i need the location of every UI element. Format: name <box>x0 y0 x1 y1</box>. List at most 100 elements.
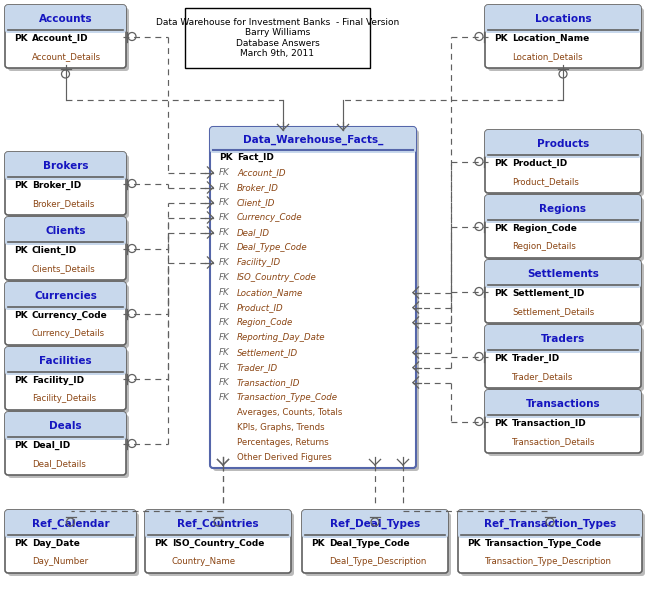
Text: FK: FK <box>219 213 230 222</box>
Text: Transaction_Type_Code: Transaction_Type_Code <box>237 393 338 402</box>
Text: FK: FK <box>219 168 230 177</box>
Text: FK: FK <box>219 348 230 357</box>
Text: Location_Name: Location_Name <box>512 34 589 43</box>
Text: Trader_Details: Trader_Details <box>512 372 574 381</box>
Text: Clients: Clients <box>46 226 86 236</box>
FancyBboxPatch shape <box>5 5 126 33</box>
FancyBboxPatch shape <box>5 412 126 440</box>
Text: Broker_Details: Broker_Details <box>32 199 94 208</box>
FancyBboxPatch shape <box>8 155 129 218</box>
Text: FK: FK <box>219 273 230 282</box>
Text: Location_Name: Location_Name <box>237 288 303 297</box>
Text: Client_ID: Client_ID <box>237 198 275 207</box>
Text: Day_Number: Day_Number <box>32 557 88 566</box>
Text: Ref_Calendar: Ref_Calendar <box>32 519 109 529</box>
Text: Currencies: Currencies <box>34 291 97 301</box>
FancyBboxPatch shape <box>145 510 291 538</box>
FancyBboxPatch shape <box>305 513 451 576</box>
FancyBboxPatch shape <box>485 195 641 223</box>
Text: FK: FK <box>219 198 230 207</box>
FancyBboxPatch shape <box>145 510 291 573</box>
Text: Deal_ID: Deal_ID <box>32 441 70 450</box>
Text: Currency_Code: Currency_Code <box>237 213 303 222</box>
FancyBboxPatch shape <box>8 415 129 478</box>
Text: Country_Name: Country_Name <box>172 557 236 566</box>
FancyBboxPatch shape <box>5 152 126 215</box>
Text: Transaction_ID: Transaction_ID <box>237 378 300 387</box>
FancyBboxPatch shape <box>5 347 126 375</box>
Text: FK: FK <box>219 183 230 192</box>
FancyBboxPatch shape <box>302 510 448 538</box>
Text: PK: PK <box>154 539 167 548</box>
Text: Facility_ID: Facility_ID <box>32 376 84 385</box>
Text: Settlement_ID: Settlement_ID <box>237 348 298 357</box>
FancyBboxPatch shape <box>5 510 136 538</box>
Text: PK: PK <box>494 34 508 43</box>
FancyBboxPatch shape <box>488 198 644 261</box>
Text: Clients_Details: Clients_Details <box>32 264 96 273</box>
Text: Settlement_ID: Settlement_ID <box>512 289 585 298</box>
Text: PK: PK <box>494 354 508 363</box>
FancyBboxPatch shape <box>485 325 641 353</box>
Text: Facilities: Facilities <box>39 356 92 366</box>
Text: Currency_Details: Currency_Details <box>32 329 105 338</box>
Text: Client_ID: Client_ID <box>32 246 77 255</box>
FancyBboxPatch shape <box>5 510 136 573</box>
Text: Ref_Transaction_Types: Ref_Transaction_Types <box>484 519 616 529</box>
FancyBboxPatch shape <box>8 8 129 71</box>
FancyBboxPatch shape <box>485 5 641 33</box>
Text: Other Derived Figures: Other Derived Figures <box>237 453 332 462</box>
Text: Deal_Details: Deal_Details <box>32 459 86 468</box>
FancyBboxPatch shape <box>485 130 641 158</box>
FancyBboxPatch shape <box>5 282 126 310</box>
Text: Location_Details: Location_Details <box>512 52 583 61</box>
Text: Products: Products <box>537 139 589 149</box>
FancyBboxPatch shape <box>8 350 129 413</box>
Text: PK: PK <box>14 311 27 320</box>
Text: Facility_ID: Facility_ID <box>237 258 281 267</box>
Text: Transaction_ID: Transaction_ID <box>512 419 587 429</box>
Text: Product_ID: Product_ID <box>237 303 284 312</box>
Text: Deal_Type_Code: Deal_Type_Code <box>329 539 409 548</box>
Text: Transaction_Type_Code: Transaction_Type_Code <box>485 539 602 548</box>
Text: Traders: Traders <box>541 334 585 344</box>
Text: Percentages, Returns: Percentages, Returns <box>237 438 329 447</box>
FancyBboxPatch shape <box>213 130 419 471</box>
Text: FK: FK <box>219 228 230 237</box>
FancyBboxPatch shape <box>485 195 641 258</box>
Text: Ref_Deal_Types: Ref_Deal_Types <box>330 519 420 529</box>
FancyBboxPatch shape <box>8 513 139 576</box>
Text: Day_Date: Day_Date <box>32 539 80 548</box>
Text: ISO_Country_Code: ISO_Country_Code <box>172 539 264 548</box>
FancyBboxPatch shape <box>485 390 641 453</box>
Text: FK: FK <box>219 393 230 402</box>
FancyBboxPatch shape <box>148 513 294 576</box>
Text: Region_Code: Region_Code <box>237 318 293 327</box>
FancyBboxPatch shape <box>5 282 126 345</box>
Text: Data_Warehouse_Facts_: Data_Warehouse_Facts_ <box>243 135 383 145</box>
FancyBboxPatch shape <box>5 5 126 68</box>
Text: Ref_Countries: Ref_Countries <box>177 519 259 529</box>
Text: FK: FK <box>219 378 230 387</box>
Text: PK: PK <box>494 419 508 429</box>
Text: Deal_ID: Deal_ID <box>237 228 270 237</box>
Text: PK: PK <box>14 441 27 450</box>
Text: Accounts: Accounts <box>38 14 92 24</box>
FancyBboxPatch shape <box>488 133 644 196</box>
Text: FK: FK <box>219 258 230 267</box>
FancyBboxPatch shape <box>485 390 641 418</box>
Text: Deal_Type_Code: Deal_Type_Code <box>237 243 308 252</box>
Text: FK: FK <box>219 288 230 297</box>
FancyBboxPatch shape <box>210 127 416 153</box>
Text: PK: PK <box>14 182 27 191</box>
Bar <box>185 8 370 68</box>
FancyBboxPatch shape <box>485 130 641 193</box>
FancyBboxPatch shape <box>8 220 129 283</box>
Text: Reporting_Day_Date: Reporting_Day_Date <box>237 333 326 342</box>
FancyBboxPatch shape <box>8 285 129 348</box>
FancyBboxPatch shape <box>485 260 641 288</box>
Text: PK: PK <box>494 289 508 298</box>
Text: Transactions: Transactions <box>526 399 600 409</box>
Text: ISO_Country_Code: ISO_Country_Code <box>237 273 317 282</box>
Text: Trader_ID: Trader_ID <box>237 363 278 372</box>
